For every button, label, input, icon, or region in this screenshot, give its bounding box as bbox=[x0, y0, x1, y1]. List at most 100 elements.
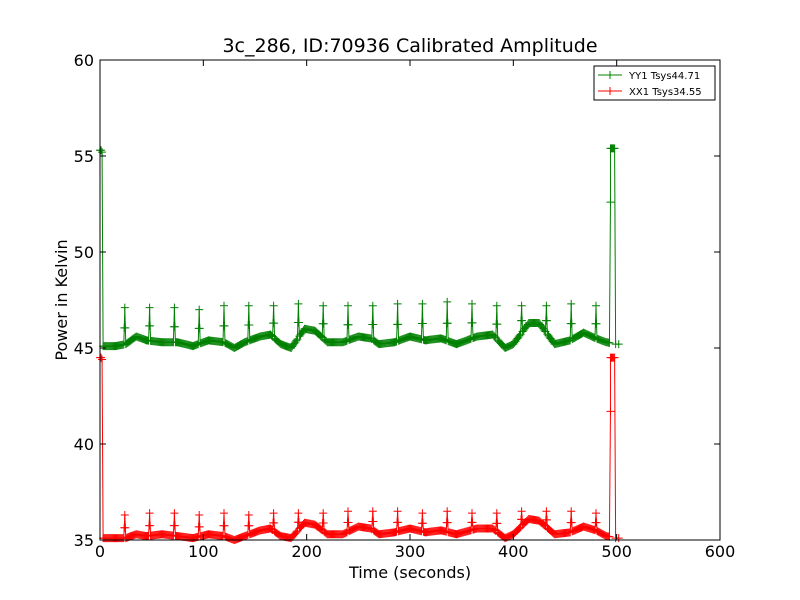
data-point bbox=[542, 515, 551, 524]
data-point bbox=[606, 407, 615, 416]
data-point bbox=[344, 507, 352, 516]
legend-marker bbox=[606, 71, 614, 79]
data-point bbox=[539, 520, 548, 529]
series-1 bbox=[96, 353, 623, 544]
data-point bbox=[120, 511, 129, 520]
y-tick-label: 50 bbox=[74, 243, 94, 262]
data-point bbox=[605, 338, 614, 347]
data-point bbox=[369, 320, 378, 329]
data-point bbox=[344, 320, 353, 329]
data-point bbox=[319, 509, 328, 518]
data-point bbox=[542, 507, 551, 516]
data-point bbox=[316, 524, 325, 533]
data-point bbox=[492, 301, 501, 310]
x-tick-label: 600 bbox=[705, 542, 736, 561]
data-point bbox=[195, 511, 204, 520]
data-point bbox=[146, 321, 155, 330]
data-point bbox=[245, 320, 254, 329]
data-point bbox=[468, 509, 476, 518]
data-point bbox=[266, 330, 275, 339]
data-point bbox=[368, 507, 377, 516]
data-point bbox=[294, 509, 303, 518]
data-point bbox=[489, 525, 498, 534]
data-point bbox=[443, 518, 452, 527]
data-point bbox=[605, 532, 614, 541]
x-tick-label: 100 bbox=[188, 542, 219, 561]
data-point bbox=[120, 303, 129, 312]
y-axis: 35 40 45 50 55 60 bbox=[74, 51, 720, 550]
data-point bbox=[468, 299, 476, 308]
data-point bbox=[592, 319, 601, 328]
data-point bbox=[418, 299, 427, 308]
data-point bbox=[220, 509, 228, 518]
data-point bbox=[145, 509, 154, 518]
data-point bbox=[368, 301, 377, 310]
data-point bbox=[316, 331, 325, 340]
data-point bbox=[592, 509, 600, 518]
data-point bbox=[418, 519, 427, 528]
data-point bbox=[567, 299, 576, 308]
data-point bbox=[121, 523, 130, 532]
data-point bbox=[517, 301, 526, 310]
data-point bbox=[292, 336, 301, 345]
data-point bbox=[592, 301, 600, 310]
data-point bbox=[606, 198, 615, 207]
data-point bbox=[443, 319, 452, 328]
data-point bbox=[418, 319, 427, 328]
data-point bbox=[121, 323, 130, 332]
data-point bbox=[567, 518, 576, 527]
y-tick-label: 35 bbox=[74, 531, 94, 550]
series-layer bbox=[96, 144, 623, 544]
y-axis-label: Power in Kelvin bbox=[52, 239, 71, 360]
data-point bbox=[195, 522, 204, 531]
data-point bbox=[294, 318, 303, 327]
data-point bbox=[518, 316, 527, 325]
data-point bbox=[145, 303, 154, 312]
y-tick-label: 45 bbox=[74, 339, 94, 358]
data-point bbox=[98, 355, 107, 364]
data-point bbox=[369, 517, 378, 526]
data-point bbox=[170, 303, 179, 312]
series-0 bbox=[96, 144, 623, 352]
data-point bbox=[542, 316, 551, 325]
y-tick-label: 40 bbox=[74, 435, 94, 454]
data-point bbox=[266, 524, 275, 533]
data-point bbox=[394, 320, 403, 329]
data-point bbox=[515, 331, 524, 340]
data-point bbox=[245, 521, 254, 530]
data-point bbox=[270, 518, 279, 527]
data-point bbox=[542, 301, 551, 310]
x-axis: 0 100 200 300 400 500 600 bbox=[95, 60, 735, 561]
data-point bbox=[517, 507, 526, 516]
data-point bbox=[170, 322, 179, 331]
data-point bbox=[319, 518, 328, 527]
data-point bbox=[493, 519, 502, 528]
x-tick-label: 300 bbox=[395, 542, 426, 561]
x-tick-label: 500 bbox=[601, 542, 632, 561]
data-point bbox=[610, 353, 619, 362]
x-tick-label: 200 bbox=[291, 542, 322, 561]
y-tick-label: 55 bbox=[74, 147, 94, 166]
data-point bbox=[614, 340, 623, 349]
chart-title: 3c_286, ID:70936 Calibrated Amplitude bbox=[222, 35, 597, 57]
data-point bbox=[443, 507, 452, 516]
data-point bbox=[340, 529, 349, 538]
data-point bbox=[244, 301, 253, 310]
data-point bbox=[97, 353, 106, 362]
y-tick-label: 60 bbox=[74, 51, 94, 70]
data-point bbox=[170, 521, 179, 530]
data-point bbox=[98, 148, 107, 157]
data-point bbox=[418, 509, 427, 518]
data-point bbox=[492, 509, 501, 518]
data-point bbox=[319, 301, 328, 310]
data-point bbox=[443, 297, 452, 306]
data-point bbox=[610, 144, 619, 153]
data-point bbox=[592, 518, 601, 527]
data-point bbox=[393, 507, 402, 516]
legend-marker bbox=[606, 87, 614, 95]
legend: YY1 Tsys44.71 XX1 Tsys34.55 bbox=[593, 65, 716, 101]
data-point bbox=[514, 525, 523, 534]
data-point bbox=[614, 534, 623, 543]
data-point bbox=[195, 324, 204, 333]
